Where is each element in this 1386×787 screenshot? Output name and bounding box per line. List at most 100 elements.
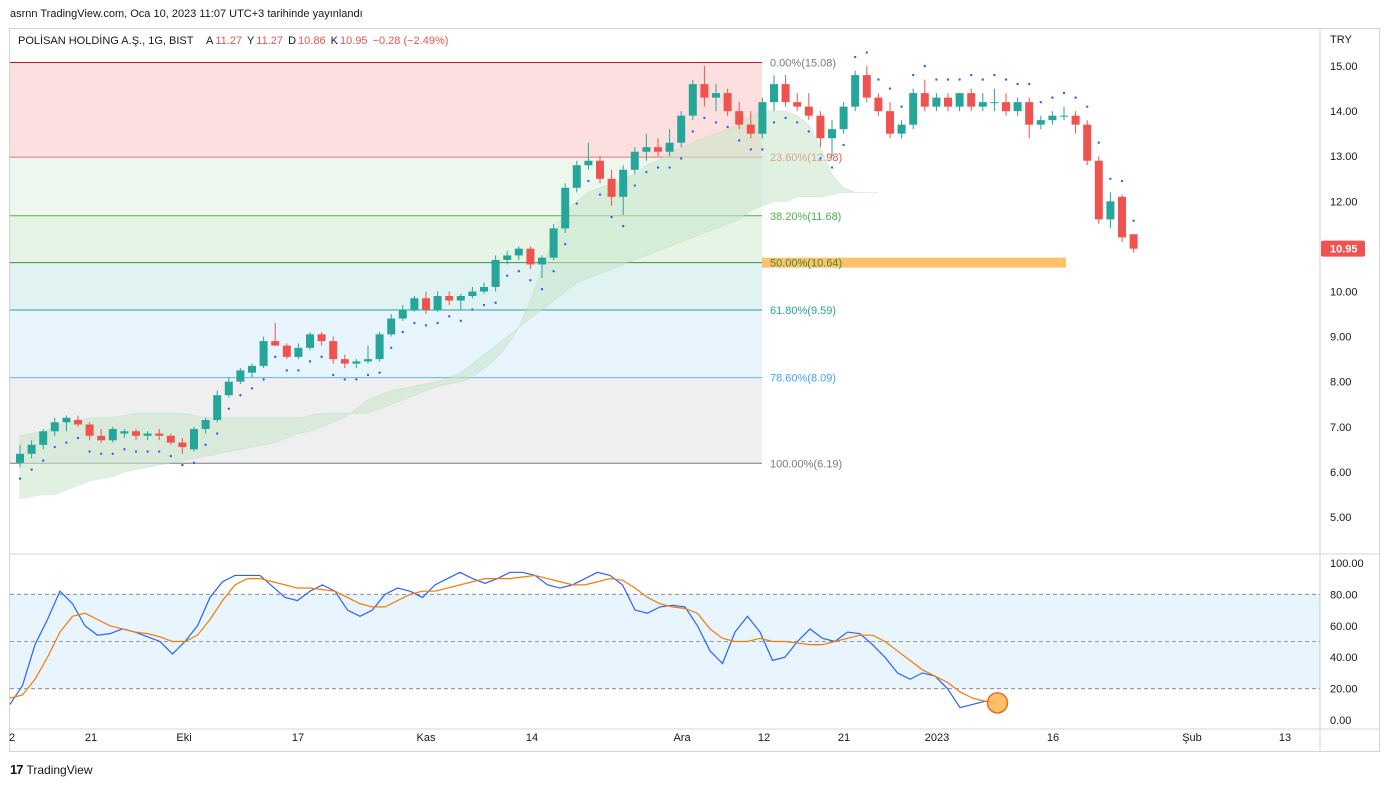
sar-dot	[877, 78, 880, 81]
candle-body	[607, 178, 616, 197]
candle-body	[166, 435, 175, 443]
candle-body	[155, 433, 164, 436]
candle-body	[642, 147, 651, 152]
fib-zone	[10, 62, 762, 158]
sar-dot	[1074, 96, 1077, 99]
sar-dot	[471, 308, 474, 311]
candle-body	[1025, 102, 1034, 125]
brand-name: TradingView	[26, 762, 93, 777]
sar-dot	[88, 450, 91, 453]
candle-body	[445, 296, 454, 301]
sar-dot	[668, 166, 671, 169]
candle-body	[909, 93, 918, 125]
time-tick-label: 21	[85, 732, 97, 744]
candle-body	[897, 124, 906, 134]
rsi-tick-label: 60.00	[1330, 621, 1358, 633]
candle-body	[340, 359, 349, 364]
candle-body	[584, 160, 593, 166]
candle-body	[781, 84, 790, 103]
symbol-name[interactable]: POLİSAN HOLDİNG A.Ş., 1G, BIST	[18, 35, 194, 47]
candle-body	[688, 84, 697, 116]
sar-dot	[343, 378, 346, 381]
sar-dot	[610, 215, 613, 219]
sar-dot	[424, 324, 428, 327]
candle-body	[271, 341, 280, 346]
rsi-tick-label: 80.00	[1330, 589, 1358, 601]
candle-body	[97, 435, 106, 441]
sar-dot	[645, 170, 648, 174]
candle-body	[50, 422, 59, 432]
sar-dot	[100, 452, 103, 456]
candle-body	[596, 160, 604, 179]
candle-body	[1060, 115, 1068, 117]
sar-dot	[529, 279, 532, 282]
candle-body	[352, 361, 361, 364]
candle-body	[108, 429, 117, 441]
candle-body	[213, 395, 222, 420]
sar-dot	[181, 463, 184, 467]
rsi-tick-label: 20.00	[1330, 684, 1358, 696]
candle-body	[816, 115, 825, 139]
sar-dot	[691, 130, 694, 133]
price-tick-label: 8.00	[1330, 377, 1351, 389]
time-tick-label: Ara	[673, 732, 691, 744]
sar-dot	[53, 445, 56, 449]
candle-body	[85, 424, 94, 436]
candle-body	[619, 169, 628, 197]
candle-body	[259, 341, 268, 366]
candle-body	[1083, 124, 1092, 161]
candle-body	[364, 359, 372, 362]
candle-body	[201, 419, 210, 430]
fib-zone	[10, 262, 762, 310]
candle-body	[387, 318, 396, 335]
candle-body	[1048, 115, 1057, 121]
change-value: −0.28 (−2.49%)	[372, 35, 449, 47]
candle-body	[746, 124, 755, 134]
sar-dot	[436, 321, 439, 325]
sar-dot	[726, 125, 729, 129]
sar-dot	[633, 184, 636, 187]
candle-body	[224, 381, 233, 396]
sar-dot	[30, 468, 33, 471]
sar-dot	[622, 224, 625, 228]
price-tick-label: 13.00	[1330, 151, 1358, 163]
sar-dot	[390, 346, 393, 350]
candle-body	[317, 334, 326, 342]
fib-level-label: 61.80%(9.59)	[770, 305, 836, 317]
sar-dot	[297, 369, 300, 372]
candle-body	[422, 298, 430, 310]
sar-dot	[216, 432, 219, 435]
candle-body	[410, 298, 419, 310]
candle-body	[120, 431, 129, 434]
fib-level-label: 78.60%(8.09)	[770, 373, 836, 385]
last-price-badge	[1321, 240, 1365, 257]
candle-body	[920, 93, 929, 107]
sar-dot	[946, 78, 950, 81]
candle-body	[549, 228, 558, 258]
time-tick-label: Şub	[1182, 732, 1202, 744]
candle-body	[398, 309, 407, 319]
footer-brand[interactable]: 17 TradingView	[10, 762, 93, 777]
fib-highlight-box	[762, 257, 1066, 268]
sar-dot	[76, 436, 80, 440]
fib-level-label: 50.00%(10.64)	[770, 258, 842, 270]
price-tick-label: 12.00	[1330, 196, 1358, 208]
sar-dot	[192, 461, 196, 465]
time-tick-label: Kas	[417, 732, 436, 744]
fib-level-label: 100.00%(6.19)	[770, 458, 842, 470]
candle-body	[944, 97, 952, 107]
candle-body	[839, 106, 848, 130]
candle-body	[851, 75, 860, 107]
price-tick-label: 9.00	[1330, 332, 1351, 344]
candle-body	[1129, 234, 1138, 249]
candle-body	[978, 102, 987, 107]
candle-body	[27, 444, 36, 454]
candle-body	[1118, 196, 1126, 238]
sar-dot	[772, 121, 776, 124]
sar-dot	[204, 443, 207, 446]
candle-body	[758, 102, 767, 134]
rsi-tick-label: 40.00	[1330, 652, 1358, 664]
sar-dot	[796, 121, 799, 124]
sar-dot	[1062, 91, 1066, 95]
